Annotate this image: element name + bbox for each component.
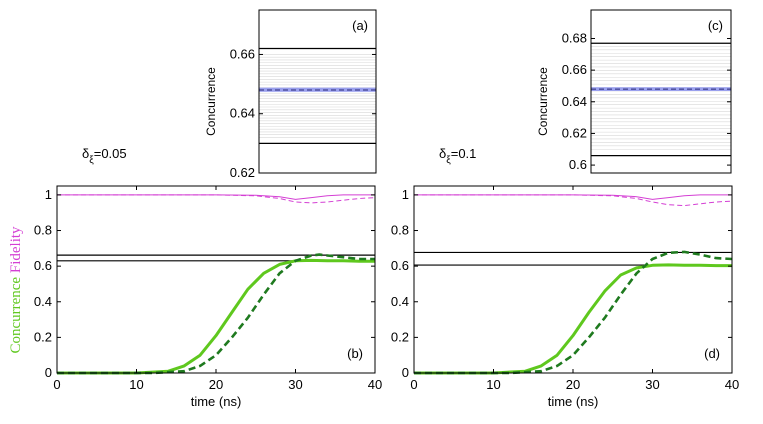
xtick-label: 0 [410, 377, 417, 392]
ytick-label: 0.64 [230, 106, 255, 121]
ytick-label: 0.62 [230, 165, 255, 180]
ylabel-concurrence: Concurrence [8, 277, 24, 354]
series-concurrence-dashed [57, 253, 375, 375]
series-fidelity-solid [414, 194, 732, 200]
ensemble-lines [259, 54, 376, 138]
delta-symbol: δ [82, 146, 89, 161]
ytick-label: 0.6 [34, 258, 52, 273]
delta-annotation: δξ=0.05 [82, 146, 127, 166]
axes-frame [413, 185, 733, 374]
ytick-label: 0.2 [391, 329, 409, 344]
ytick-label: 0.62 [562, 125, 587, 140]
ytick-label: 0 [402, 365, 409, 380]
xtick-label: 30 [288, 377, 302, 392]
ylabel-fidelity: Fidelity [8, 226, 24, 273]
mean-band [591, 87, 731, 92]
delta-subscript: ξ [446, 155, 451, 166]
delta-subscript: ξ [89, 155, 94, 166]
xtick-label: 0 [53, 377, 60, 392]
ytick-label: 0.64 [562, 94, 587, 109]
panel-c: 0.6 0.62 0.64 0.66 0.68 (c) Concurrence [536, 9, 732, 174]
series-concurrence-dashed [414, 250, 733, 375]
panel-label: (b) [347, 346, 363, 361]
ytick-label: 1 [45, 187, 52, 202]
shared-ylabel: Concurrence Fidelity [8, 226, 24, 354]
ensemble-lines [591, 46, 731, 150]
ytick-label: 0.6 [391, 258, 409, 273]
ytick-label: 0.4 [34, 294, 52, 309]
axes-frame [258, 9, 377, 174]
ytick-label: 0.8 [34, 223, 52, 238]
series-concurrence-solid [57, 258, 375, 375]
ytick-label: 0.8 [391, 223, 409, 238]
delta-symbol: δ [439, 146, 446, 161]
xlabel: time (ns) [191, 394, 242, 409]
axes-frame [590, 9, 732, 174]
ytick-label: 0 [45, 365, 52, 380]
xlabel: time (ns) [548, 394, 599, 409]
series-fidelity-dashed [57, 194, 376, 204]
delta-annotation: δξ=0.1 [439, 146, 476, 166]
ytick-label: 0.2 [34, 329, 52, 344]
xtick-label: 10 [129, 377, 143, 392]
xtick-label: 20 [209, 377, 223, 392]
xtick-label: 30 [645, 377, 659, 392]
xtick-label: 40 [368, 377, 382, 392]
panel-label: (c) [708, 18, 723, 33]
series-fidelity-dashed [414, 194, 733, 207]
series-fidelity-solid [57, 194, 375, 200]
svg-text:Concurrence Fide: Concurrence Fidelity [8, 226, 24, 354]
ylabel: Concurrence [536, 67, 550, 136]
delta-value: =0.05 [94, 146, 127, 161]
ytick-label: 1 [402, 187, 409, 202]
panel-d: 0 10 20 30 40 0 0.2 0.4 0.6 0.8 1 time (ns) (d) δξ=0.… [391, 146, 739, 409]
xtick-label: 40 [725, 377, 739, 392]
panel-label: (d) [704, 346, 720, 361]
ytick-label: 0.68 [562, 30, 587, 45]
panel-label: (a) [352, 18, 368, 33]
ylabel: Concurrence [204, 67, 218, 136]
ytick-label: 0.66 [230, 46, 255, 61]
ytick-label: 0.66 [562, 62, 587, 77]
series-concurrence-solid [414, 263, 732, 375]
axes-frame [56, 185, 376, 374]
panel-b: 0 10 20 30 40 0 0.2 0.4 0.6 0.8 1 time (ns) (b) δξ=0.… [34, 146, 382, 409]
delta-value: =0.1 [451, 146, 477, 161]
ytick-label: 0.4 [391, 294, 409, 309]
xtick-label: 10 [486, 377, 500, 392]
xtick-label: 20 [566, 377, 580, 392]
ytick-label: 0.6 [569, 157, 587, 172]
panel-a: 0.62 0.64 0.66 (a) Concurrence [204, 9, 377, 180]
